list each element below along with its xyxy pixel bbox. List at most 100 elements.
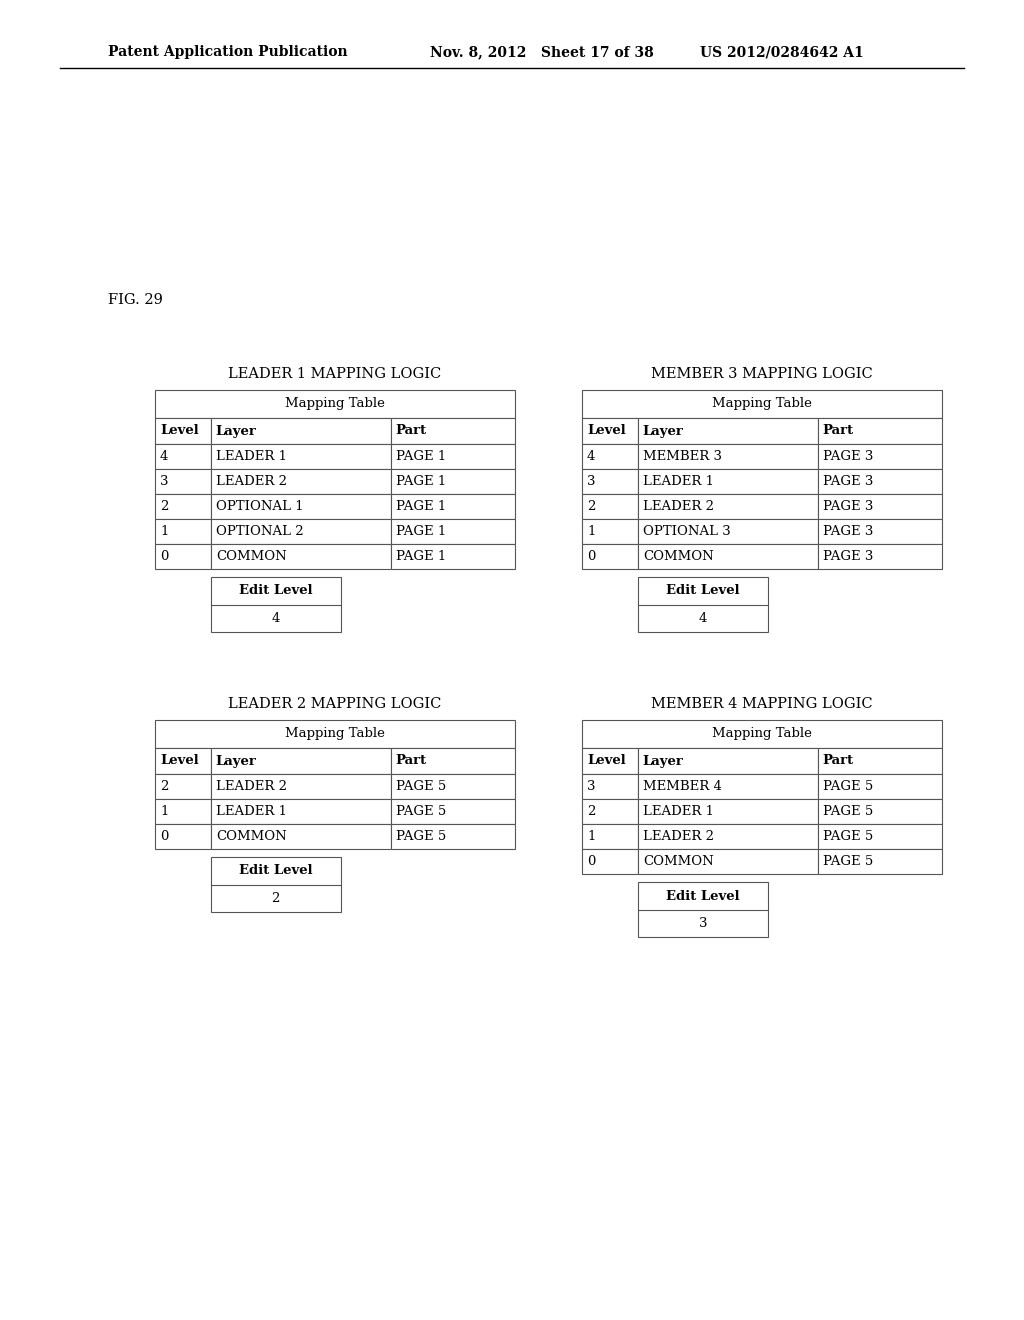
Bar — [155, 774, 211, 799]
Text: PAGE 1: PAGE 1 — [396, 500, 446, 513]
Text: 4: 4 — [698, 612, 707, 624]
Text: COMMON: COMMON — [643, 855, 714, 869]
Bar — [155, 748, 211, 774]
Bar — [155, 389, 515, 418]
Text: MEMBER 3 MAPPING LOGIC: MEMBER 3 MAPPING LOGIC — [651, 367, 872, 381]
Bar — [155, 418, 211, 444]
Text: Mapping Table: Mapping Table — [285, 397, 385, 411]
Text: 1: 1 — [587, 830, 595, 843]
Bar — [818, 748, 942, 774]
Text: PAGE 5: PAGE 5 — [823, 855, 873, 869]
Bar — [211, 824, 391, 849]
Text: 2: 2 — [587, 500, 595, 513]
Text: Level: Level — [587, 425, 626, 437]
Bar — [638, 519, 818, 544]
Bar — [391, 519, 515, 544]
Text: Nov. 8, 2012   Sheet 17 of 38: Nov. 8, 2012 Sheet 17 of 38 — [430, 45, 653, 59]
Bar — [818, 444, 942, 469]
Text: PAGE 5: PAGE 5 — [396, 830, 446, 843]
Bar — [155, 494, 211, 519]
Bar — [211, 577, 341, 632]
Bar — [818, 774, 942, 799]
Text: LEADER 2: LEADER 2 — [216, 780, 287, 793]
Bar — [391, 444, 515, 469]
Bar — [818, 849, 942, 874]
Bar — [211, 418, 391, 444]
Text: 4: 4 — [271, 612, 280, 624]
Text: PAGE 5: PAGE 5 — [823, 830, 873, 843]
Text: 4: 4 — [587, 450, 595, 463]
Bar — [155, 799, 211, 824]
Text: LEADER 2: LEADER 2 — [216, 475, 287, 488]
Text: 2: 2 — [160, 500, 168, 513]
Text: Level: Level — [587, 755, 626, 767]
Bar — [391, 469, 515, 494]
Text: Mapping Table: Mapping Table — [712, 727, 812, 741]
Text: 3: 3 — [698, 917, 707, 931]
Bar — [582, 719, 942, 748]
Bar — [582, 494, 638, 519]
Text: Layer: Layer — [643, 755, 684, 767]
Text: PAGE 5: PAGE 5 — [396, 805, 446, 818]
Bar — [391, 774, 515, 799]
Bar — [638, 748, 818, 774]
Bar — [638, 577, 768, 632]
Text: 2: 2 — [271, 892, 280, 906]
Bar — [391, 824, 515, 849]
Text: LEADER 1 MAPPING LOGIC: LEADER 1 MAPPING LOGIC — [228, 367, 441, 381]
Text: Layer: Layer — [643, 425, 684, 437]
Text: PAGE 3: PAGE 3 — [823, 475, 873, 488]
Bar — [391, 544, 515, 569]
Text: PAGE 1: PAGE 1 — [396, 475, 446, 488]
Text: Level: Level — [160, 425, 199, 437]
Bar — [818, 799, 942, 824]
Bar — [638, 444, 818, 469]
Text: MEMBER 4 MAPPING LOGIC: MEMBER 4 MAPPING LOGIC — [651, 697, 872, 711]
Text: LEADER 1: LEADER 1 — [643, 475, 714, 488]
Text: PAGE 1: PAGE 1 — [396, 450, 446, 463]
Text: OPTIONAL 1: OPTIONAL 1 — [216, 500, 303, 513]
Bar — [155, 469, 211, 494]
Text: PAGE 3: PAGE 3 — [823, 500, 873, 513]
Text: LEADER 2: LEADER 2 — [643, 830, 714, 843]
Text: 3: 3 — [587, 780, 596, 793]
Text: 3: 3 — [160, 475, 169, 488]
Text: 3: 3 — [587, 475, 596, 488]
Bar — [582, 444, 638, 469]
Bar — [155, 824, 211, 849]
Text: Edit Level: Edit Level — [239, 865, 312, 878]
Text: PAGE 1: PAGE 1 — [396, 525, 446, 539]
Text: Mapping Table: Mapping Table — [285, 727, 385, 741]
Text: 0: 0 — [160, 830, 168, 843]
Bar — [818, 824, 942, 849]
Bar — [391, 799, 515, 824]
Bar — [211, 444, 391, 469]
Text: LEADER 2: LEADER 2 — [643, 500, 714, 513]
Bar — [818, 494, 942, 519]
Text: LEADER 1: LEADER 1 — [216, 450, 287, 463]
Bar — [638, 799, 818, 824]
Bar — [391, 748, 515, 774]
Text: PAGE 3: PAGE 3 — [823, 450, 873, 463]
Bar — [391, 494, 515, 519]
Text: MEMBER 3: MEMBER 3 — [643, 450, 722, 463]
Text: Part: Part — [823, 755, 854, 767]
Text: COMMON: COMMON — [216, 830, 287, 843]
Text: Level: Level — [160, 755, 199, 767]
Bar — [582, 469, 638, 494]
Text: Patent Application Publication: Patent Application Publication — [108, 45, 347, 59]
Text: PAGE 5: PAGE 5 — [396, 780, 446, 793]
Bar — [818, 469, 942, 494]
Bar — [211, 494, 391, 519]
Bar — [155, 519, 211, 544]
Bar — [638, 494, 818, 519]
Bar — [638, 418, 818, 444]
Text: 0: 0 — [160, 550, 168, 564]
Text: OPTIONAL 2: OPTIONAL 2 — [216, 525, 303, 539]
Bar — [818, 544, 942, 569]
Bar — [211, 544, 391, 569]
Bar — [582, 849, 638, 874]
Bar — [391, 418, 515, 444]
Bar — [582, 799, 638, 824]
Text: MEMBER 4: MEMBER 4 — [643, 780, 722, 793]
